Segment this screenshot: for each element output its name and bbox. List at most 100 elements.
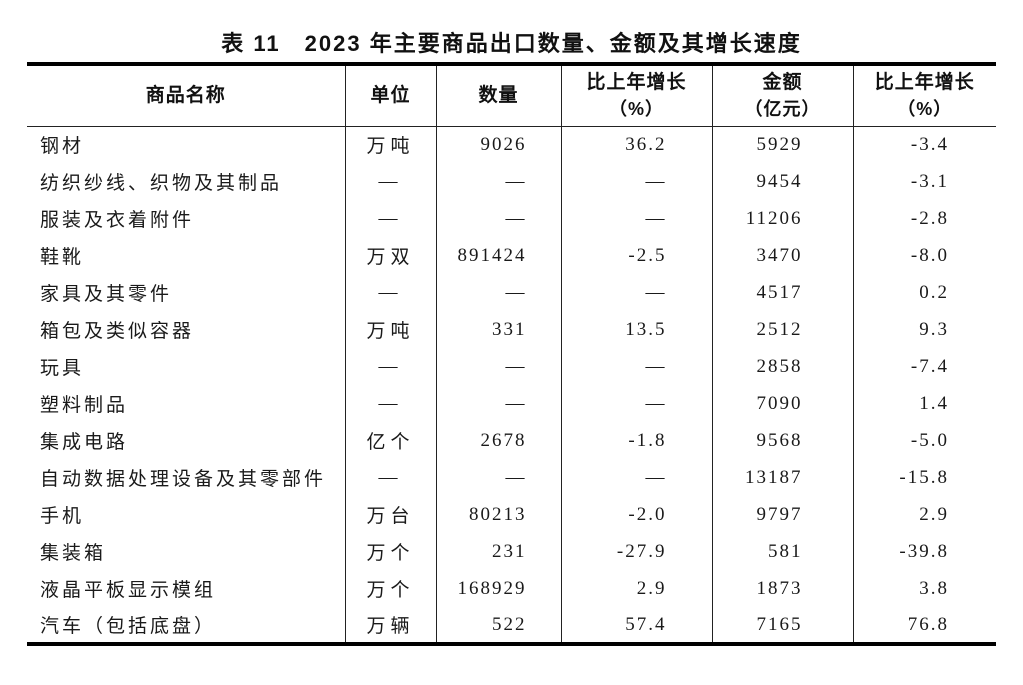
cell-unit: — [345,200,437,237]
cell-commodity: 汽车（包括底盘） [27,607,346,644]
col-header-label: 比上年增长 [874,71,975,93]
cell-unit: 亿个 [345,422,437,459]
cell-unit: 万双 [345,237,437,274]
cell-quantity-growth: -1.8 [561,422,713,459]
cell-value-growth: -2.8 [910,207,949,229]
cell-value: 1873 [712,570,854,607]
cell-quantity: — [436,163,562,200]
table-row: 集装箱 万个 231 -27.9 581 -39.8 [27,533,996,570]
cell-unit: 万辆 [345,607,437,644]
col-header-sublabel: （亿元） [744,98,821,119]
col-header-value: 金额 （亿元） [712,64,854,127]
col-header-commodity: 商品名称 [27,64,346,127]
cell-quantity: 891424 [436,237,562,274]
cell-quantity-growth: — [561,459,713,496]
header-row: 商品名称 单位 数量 比上年增长 （%） 金额 （亿元） [27,64,996,127]
cell-value: 2512 [712,311,854,348]
cell-value: 7090 [712,385,854,422]
cell-unit: — [345,163,437,200]
table-row: 汽车（包括底盘） 万辆 522 57.4 7165 76.8 [27,607,996,644]
cell-quantity: — [436,385,562,422]
col-header-value-growth: 比上年增长 （%） [853,64,996,127]
cell-commodity: 玩具 [27,348,346,385]
table-header: 商品名称 单位 数量 比上年增长 （%） 金额 （亿元） [27,64,996,127]
cell-unit: 万吨 [345,311,437,348]
cell-commodity: 集成电路 [27,422,346,459]
cell-value: 9454 [712,163,854,200]
table-body: 钢材 万吨 9026 36.2 5929 -3.4 纺织纱线、织物及其制品 — — —9454 -3… [27,126,996,644]
cell-quantity-growth: — [561,348,713,385]
table-row: 纺织纱线、织物及其制品 — — —9454 -3.1 [27,163,996,200]
page-title: 表 11 2023 年主要商品出口数量、金额及其增长速度 [221,31,802,56]
cell-quantity-growth: — [561,274,713,311]
cell-quantity-growth: — [561,200,713,237]
cell-commodity: 纺织纱线、织物及其制品 [27,163,346,200]
cell-commodity: 集装箱 [27,533,346,570]
cell-quantity-growth: 57.4 [561,607,713,644]
cell-commodity: 服装及衣着附件 [27,200,346,237]
cell-quantity: 331 [436,311,562,348]
cell-quantity: 9026 [436,126,562,163]
table-row: 家具及其零件 — — —4517 0.2 [27,274,996,311]
cell-unit: — [345,274,437,311]
cell-value: 4517 [712,274,854,311]
table-row: 玩具 — — —2858 -7.4 [27,348,996,385]
table-row: 鞋靴 万双 891424 -2.5 3470 -8.0 [27,237,996,274]
cell-quantity: 522 [436,607,562,644]
cell-commodity: 钢材 [27,126,346,163]
cell-value-growth: 2.9 [919,503,949,525]
cell-quantity-growth: — [561,385,713,422]
col-header-label: 数量 [478,84,519,106]
commodity-export-table: 商品名称 单位 数量 比上年增长 （%） 金额 （亿元） [27,62,996,646]
table-row: 箱包及类似容器 万吨 331 13.5 2512 9.3 [27,311,996,348]
cell-quantity-growth: -2.0 [561,496,713,533]
cell-value-growth: -3.4 [910,133,949,155]
cell-quantity-growth: 36.2 [561,126,713,163]
cell-value-growth: -15.8 [899,466,949,488]
col-header-quantity-growth: 比上年增长 （%） [561,64,713,127]
cell-quantity: — [436,459,562,496]
cell-value: 5929 [712,126,854,163]
cell-commodity: 塑料制品 [27,385,346,422]
col-header-sublabel: （%） [608,98,664,119]
col-header-label: 金额 [762,71,803,93]
table-row: 塑料制品 — — —7090 1.4 [27,385,996,422]
cell-unit: — [345,348,437,385]
col-header-sublabel: （%） [897,98,953,119]
cell-value-growth: -3.1 [910,170,949,192]
cell-value: 7165 [712,607,854,644]
cell-commodity: 箱包及类似容器 [27,311,346,348]
cell-quantity-growth: — [561,163,713,200]
cell-value-growth: 0.2 [919,281,949,303]
cell-value-growth: -5.0 [910,429,949,451]
cell-commodity: 手机 [27,496,346,533]
cell-commodity: 自动数据处理设备及其零部件 [27,459,346,496]
cell-value: 2858 [712,348,854,385]
cell-quantity: 231 [436,533,562,570]
cell-quantity-growth: 13.5 [561,311,713,348]
cell-unit: — [345,459,437,496]
cell-commodity: 家具及其零件 [27,274,346,311]
cell-quantity: 80213 [436,496,562,533]
col-header-quantity: 数量 [436,64,562,127]
col-header-unit: 单位 [345,64,437,127]
cell-value-growth: 3.8 [919,577,949,599]
cell-quantity-growth: -2.5 [561,237,713,274]
cell-quantity: — [436,200,562,237]
col-header-label: 比上年增长 [586,71,687,93]
cell-unit: 万个 [345,533,437,570]
cell-value: 9568 [712,422,854,459]
col-header-label: 单位 [370,84,411,106]
cell-value-growth: -8.0 [910,244,949,266]
cell-value: 3470 [712,237,854,274]
cell-unit: — [345,385,437,422]
cell-value: 581 [712,533,854,570]
cell-value-growth: -39.8 [899,540,949,562]
cell-unit: 万台 [345,496,437,533]
cell-quantity: 2678 [436,422,562,459]
cell-quantity-growth: -27.9 [561,533,713,570]
cell-unit: 万吨 [345,126,437,163]
col-header-label: 商品名称 [145,84,226,106]
table-row: 手机 万台 80213 -2.0 9797 2.9 [27,496,996,533]
